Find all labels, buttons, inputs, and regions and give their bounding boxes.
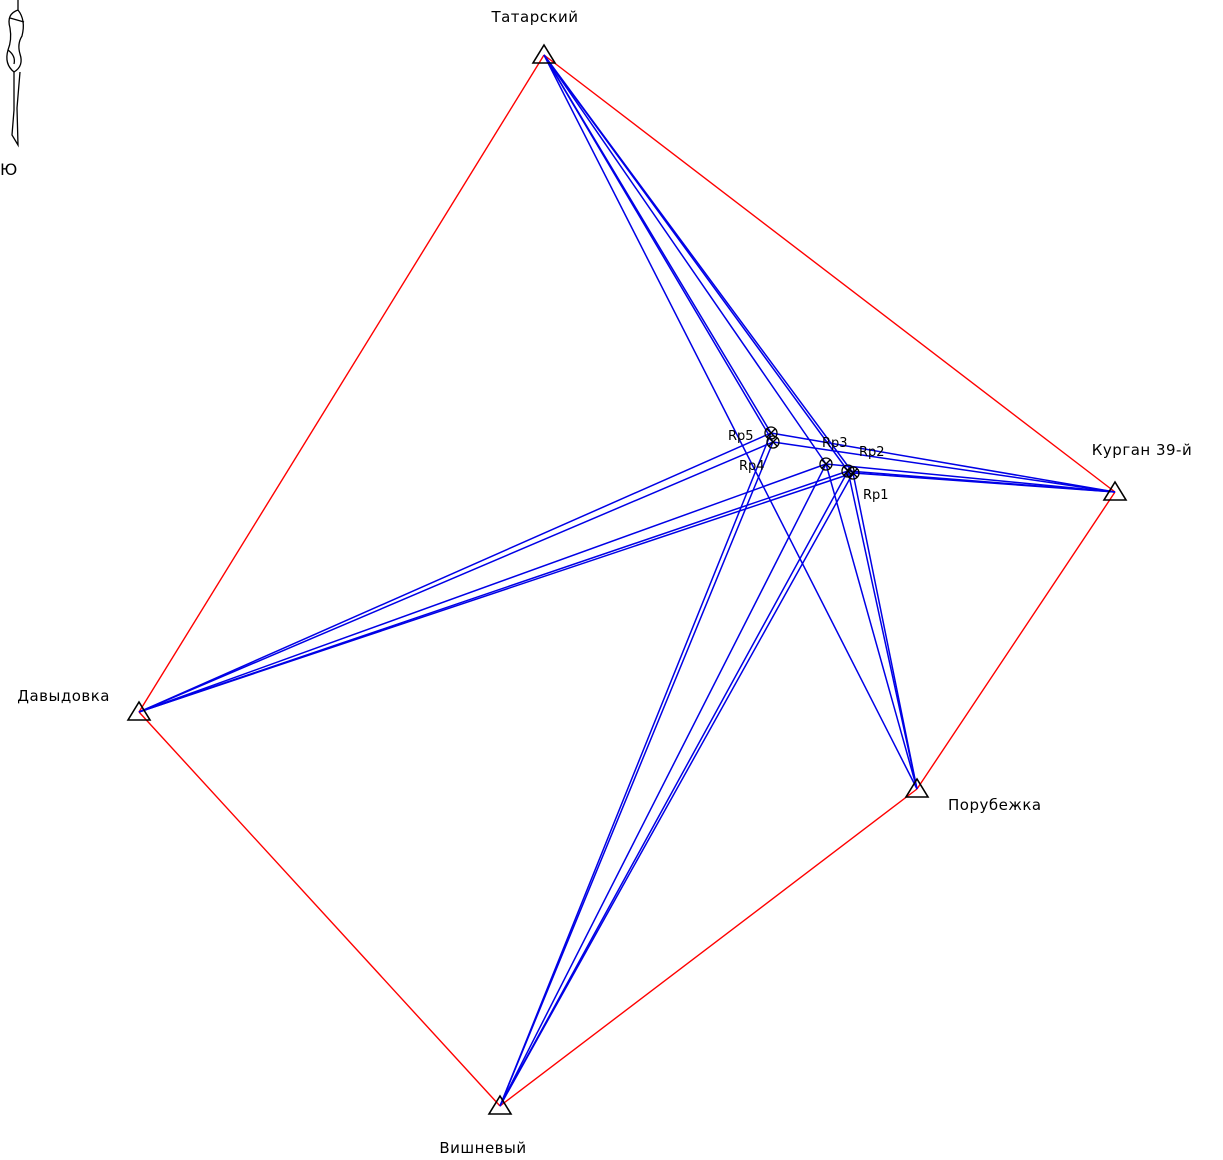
station-label-kurgan39: Курган 39-й [1092,441,1192,459]
observation-line [825,463,918,790]
benchmark-label-rp3: Rp3 [822,436,848,451]
markers [126,43,1128,1115]
station-triangle-icon [1102,480,1128,501]
observation-line [852,472,918,790]
observation-line [847,470,918,790]
observation-line [138,463,827,713]
station-label-tatarsky: Татарский [490,8,578,26]
station-label-vishnevy: Вишневый [439,1139,526,1157]
benchmark-label-rp2: Rp2 [859,445,885,460]
observation-line [499,472,854,1107]
observation-line [852,472,1116,493]
station-triangle-icon [126,700,152,721]
outer-network [138,54,1116,1107]
benchmark-icon [764,426,778,440]
station-label-davydovka: Давыдовка [17,687,110,705]
station-triangle-icon [487,1094,513,1115]
benchmark-icon [819,457,833,471]
benchmark-label-rp1: Rp1 [863,488,889,503]
station-triangle-icon [531,43,557,64]
benchmark-icon [841,464,855,478]
observation-line [770,432,1116,493]
observation-line [499,441,774,1107]
north-arrow-icon [6,0,25,148]
observation-line [499,463,827,1107]
outer-network-line [138,711,501,1107]
observation-lines [138,54,1116,1107]
observation-line [138,472,854,713]
observation-line [772,441,1116,493]
observation-line [499,432,772,1107]
outer-network-line [916,491,1116,790]
outer-network-line [499,788,918,1107]
observation-line [543,54,827,465]
benchmark-label-rp4: Rp4 [739,459,765,474]
labels: Татарский Курган 39-й Порубежка Вишневый Дав… [17,8,1192,1157]
benchmark-label-rp5: Rp5 [728,429,754,444]
observation-line [543,54,918,790]
station-label-porubezhka: Порубежка [948,796,1042,814]
compass-label: Ю [0,160,17,179]
observation-line [138,441,774,713]
outer-network-line [543,54,1116,493]
outer-network-line [138,54,545,713]
observation-line [543,54,854,474]
observation-line [543,54,774,443]
observation-line [825,463,1116,493]
station-triangle-icon [904,777,930,798]
observation-line [138,432,772,713]
observation-line [499,470,849,1107]
